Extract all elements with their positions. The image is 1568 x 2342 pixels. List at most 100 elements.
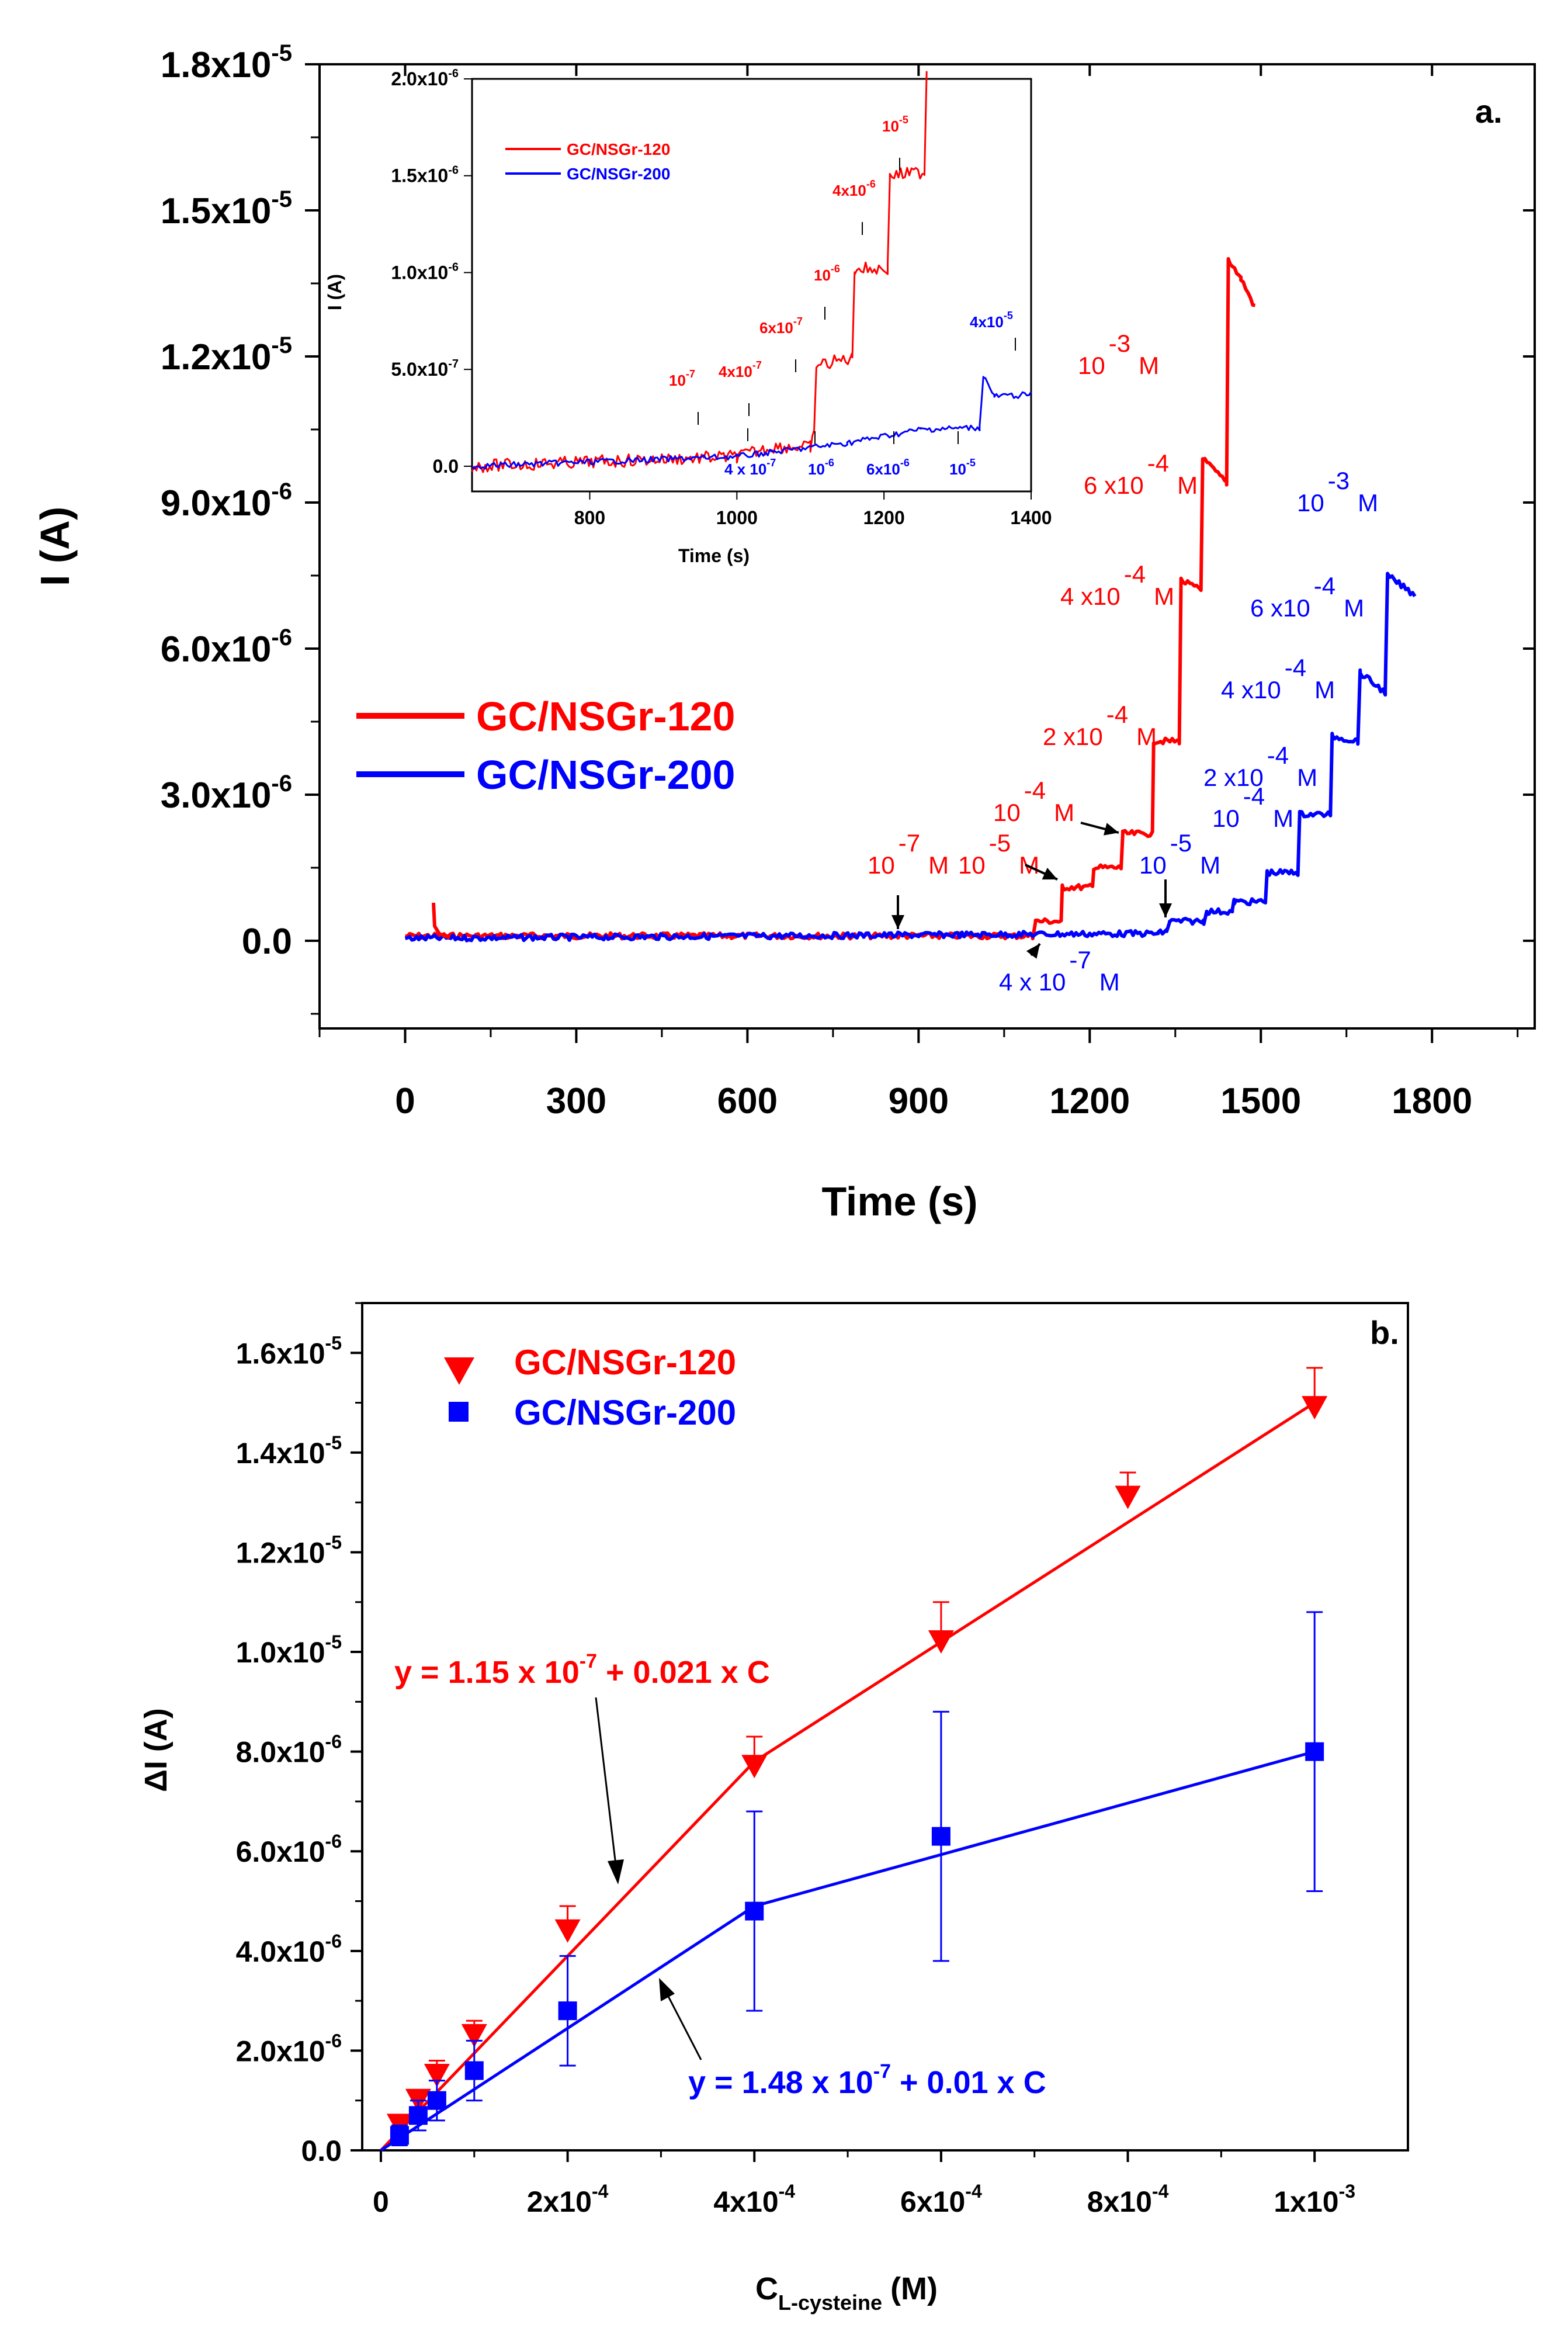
inset-annotation-red-3: 10-6 [814,263,840,284]
inset-annotation-red-base: 10 [669,372,686,389]
series-start-spike [432,902,451,940]
y-tick-label-5-exponent: -5 [271,186,292,212]
annotation-blue-base: 6 x10 [1250,594,1310,622]
annotation-red-base: 10 [993,799,1021,826]
annotation-red-0: 10-7 M [868,829,949,879]
inset-annotation-red-exp: -6 [831,263,840,275]
inset-annotation-red-base: 6x10 [759,319,793,337]
panel-b-xlabel: CL-cysteine (M) [755,2271,938,2315]
inset-annotation-red-exp: -7 [793,316,803,327]
y-tick-label-1-exponent: -6 [271,771,292,796]
panel-b: 0 2x10-4 4x10-4 6x10-4 8x10-4 1x10-30.02.0x10… [138,1302,1409,2315]
b-x-tick-label-1-mantissa: 2x10 [527,2185,592,2218]
point-nsgr-200 [390,2126,409,2145]
annotation-blue-unit: M [1297,764,1317,791]
point-nsgr-200 [558,2001,577,2021]
y-tick-label-0: 0.0 [242,921,292,962]
b-y-tick-label-7-mantissa: 1.4x10 [236,1437,325,1470]
point-nsgr-200 [745,1901,764,1921]
b-y-tick-label-3-mantissa: 6.0x10 [236,1835,325,1868]
inset-legend-label-blue: GC/NSGr-200 [567,165,670,183]
inset-annotation-blue-base: 10 [808,460,825,478]
inset-annotation-red-5: 10-5 [882,114,908,135]
b-y-tick-label-4-exponent: -6 [325,1731,342,1752]
equation-arrowhead-blue [659,1978,675,2001]
inset-axes: 800 1000 1200 14000.05.0x10-71.0x10-61.5x10… [391,67,1052,528]
y-tick-label-4-exponent: -5 [271,332,292,358]
annotation-blue-3: 2 x10-4 M [1203,742,1317,791]
inset-x-tick-label-3: 1400 [1010,507,1052,528]
panel-b-series [380,1367,1328,2152]
equation-red-pre: y = 1.15 x 10 [394,1655,580,1690]
y-tick-label-2-mantissa: 6.0x10 [161,629,272,670]
annotation-red-exp: -4 [1024,777,1046,804]
inset-annotation-red-base: 4x10 [719,363,752,380]
inset-frame [471,78,1032,493]
inset-y-tick-label-3-mantissa: 1.5x10 [391,165,448,186]
annotation-blue-base: 10 [1297,489,1324,517]
annotation-blue-unit: M [1273,805,1293,832]
b-x-tick-label-0-mantissa: 0 [373,2185,389,2218]
b-y-tick-label-8: 1.6x10-5 [236,1332,342,1370]
inset-y-tick-label-1: 5.0x10-7 [391,358,459,380]
inset-annotation-blue-base: 6x10 [866,460,900,478]
inset-legend: GC/NSGr-120 GC/NSGr-200 [505,140,670,183]
inset-annotation-red-1: 4x10-7 [719,359,762,380]
inset-annotation-red-base: 10 [882,117,899,135]
legend-label-red: GC/NSGr-120 [476,694,735,739]
legend-marker-square [449,1402,469,1422]
annotation-red-1: 10-5 M [958,829,1039,879]
equation-blue-pre: y = 1.48 x 10 [688,2065,873,2100]
point-nsgr-200 [427,2091,446,2110]
annotation-blue-0: 4 x 10-7 M [999,946,1120,996]
x-tick-label-2: 600 [717,1081,778,1121]
annotation-red-unit: M [1019,851,1039,879]
b-x-tick-label-4: 8x10-4 [1087,2181,1169,2218]
inset: 800 1000 1200 14000.05.0x10-71.0x10-61.5x10… [324,67,1052,566]
inset-y-tick-label-0-mantissa: 0.0 [433,456,459,477]
annotation-red-unit: M [1154,583,1174,610]
y-tick-label-6-mantissa: 1.8x10 [161,45,272,85]
series-line-nsgr-200 [404,571,1417,943]
inset-y-tick-label-2: 1.0x10-6 [391,261,459,283]
panel-a-axes: 0 300 600 900 1200 1500 18000.03.0x10-66.0x10-… [161,40,1535,1121]
y-tick-label-6-exponent: -5 [271,40,292,66]
annotation-red-2: 10-4 M [993,777,1074,826]
inset-legend-label-red: GC/NSGr-120 [567,140,670,158]
legend-label-blue: GC/NSGr-200 [476,752,735,798]
annotation-blue-exp: -4 [1285,654,1306,681]
fit-line-nsgr-120 [380,1401,1316,2152]
annotation-blue-5: 6 x10-4 M [1250,572,1364,622]
inset-annotation-blue-3: 10-5 [949,457,976,478]
inset-annotation-red-base: 10 [814,266,831,284]
b-x-tick-label-2: 4x10-4 [713,2181,795,2218]
annotation-blue-base: 4 x 10 [999,968,1066,996]
annotation-red-exp: -7 [899,829,920,857]
b-y-tick-label-5-mantissa: 1.0x10 [236,1636,325,1669]
panel-b-legend: GC/NSGr-120 GC/NSGr-200 [444,1343,736,1432]
point-nsgr-120 [1302,1396,1328,1420]
inset-x-tick-label-0: 800 [574,507,605,528]
y-tick-label-3-mantissa: 9.0x10 [161,483,272,524]
panel-b-xlabel-main: C [755,2271,778,2306]
inset-y-tick-label-3: 1.5x10-6 [391,164,459,186]
b-y-tick-label-1: 2.0x10-6 [236,2030,342,2067]
y-tick-label-0-mantissa: 0.0 [242,921,292,962]
annotation-blue-unit: M [1344,594,1364,622]
inset-xlabel: Time (s) [678,545,750,566]
x-tick-label-5: 1500 [1220,1081,1301,1121]
legend-label-120: GC/NSGr-120 [514,1343,736,1382]
b-y-tick-label-1-exponent: -6 [325,2030,342,2051]
annotation-red-base: 2 x10 [1043,723,1103,750]
inset-annotation-blue-0: 4 x 10-7 [724,457,776,478]
b-x-tick-label-3-mantissa: 6x10 [900,2185,965,2218]
panel-a-xlabel: Time (s) [821,1179,977,1224]
b-y-tick-label-3-exponent: -6 [325,1831,342,1852]
panel-a: 0 300 600 900 1200 1500 18000.03.0x10-66.0x10-… [32,40,1536,1224]
x-tick-label-3: 900 [889,1081,949,1121]
b-y-tick-label-1-mantissa: 2.0x10 [236,2035,325,2067]
inset-series-line-nsgr-120 [471,71,928,473]
y-tick-label-2: 6.0x10-6 [161,625,292,670]
annotation-blue-base: 10 [1212,805,1240,832]
